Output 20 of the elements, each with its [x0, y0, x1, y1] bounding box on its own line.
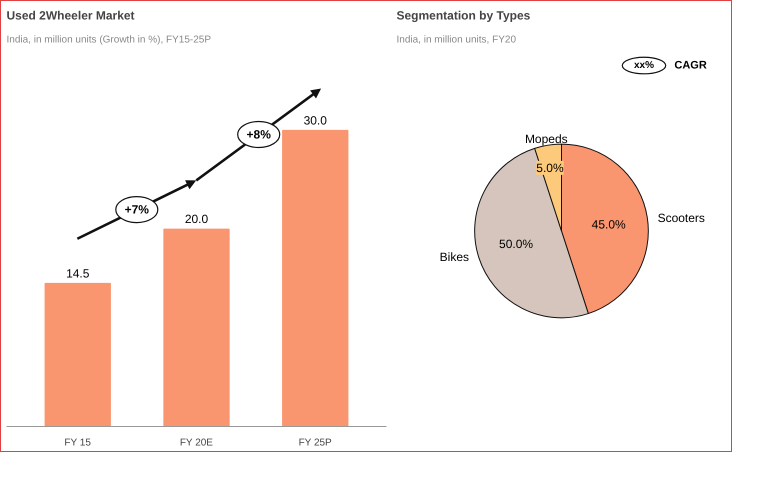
data-label: 30.0	[304, 114, 328, 128]
chart-title: Used 2Wheeler Market	[6, 8, 135, 22]
slice-label: Mopeds	[524, 132, 568, 146]
x-tick-label: FY 25P	[298, 438, 332, 448]
slice-label: Scooters	[658, 210, 705, 225]
annotation: +7%	[124, 202, 150, 217]
chart-subtitle: India, in million units (Growth in %), FY15-25P	[6, 34, 212, 46]
data-label: 50.0%	[499, 236, 534, 251]
data-label: 20.0	[184, 212, 209, 226]
chart-subtitle: India, in million units, FY20	[396, 34, 516, 46]
x-tick-label: FY 20E	[180, 438, 214, 448]
x-tick-label: FY 15	[64, 438, 92, 448]
chart-title: Segmentation by Types	[396, 8, 531, 22]
annotation: +8%	[246, 128, 272, 142]
data-label: 5.0%	[536, 160, 564, 175]
slice-label: Bikes	[440, 250, 469, 264]
data-label: 14.5	[66, 266, 90, 280]
data-label: 45.0%	[592, 218, 626, 232]
text: xx%	[634, 60, 654, 72]
text: CAGR	[674, 60, 707, 72]
